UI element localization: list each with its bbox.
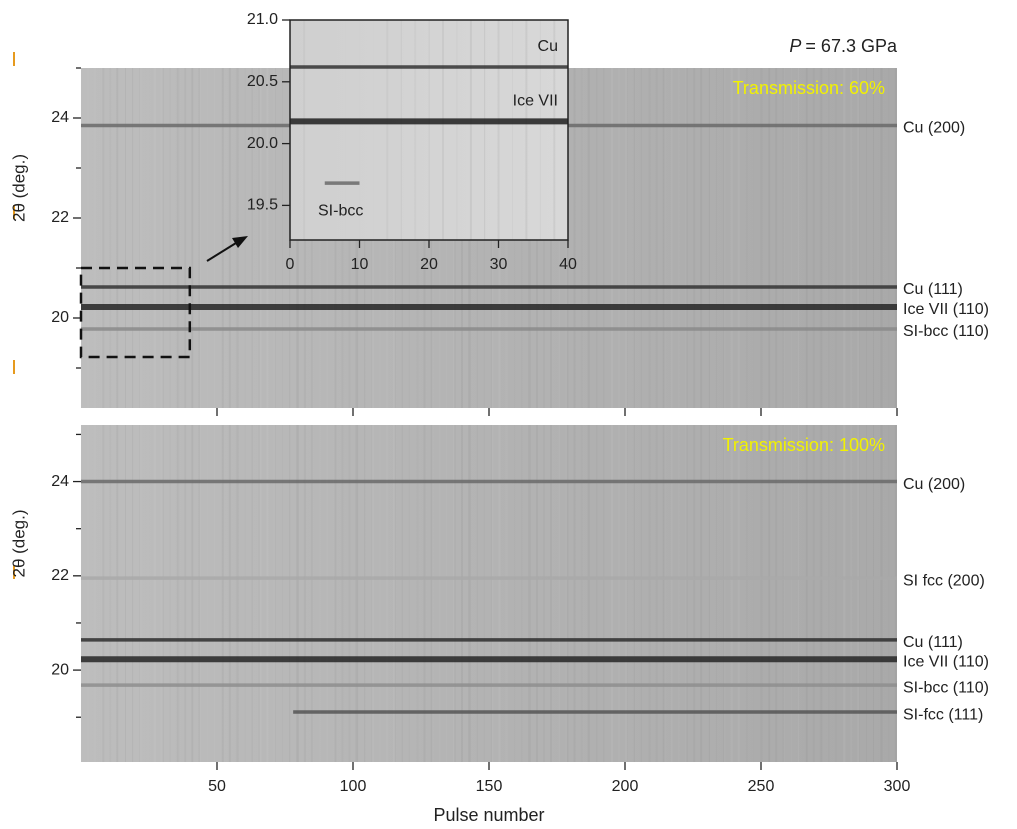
line-label: SI-fcc (111): [903, 706, 983, 723]
line-label: Ice VII (110): [903, 653, 989, 670]
y-tick-label: 20.0: [247, 135, 278, 152]
pressure-value: = 67.3 GPa: [805, 36, 898, 56]
line-label: Cu (111): [903, 634, 963, 651]
line-label: Cu (200): [903, 120, 965, 137]
inset: Cu Ice VII SI-bcc 19.5 20.0 20.5 21.0 0 10 20 30 40: [247, 11, 577, 273]
x-tick-label: 50: [208, 778, 226, 795]
x-tick-label: 10: [351, 256, 369, 273]
x-tick-label: 0: [286, 256, 295, 273]
line-label: Cu: [538, 38, 558, 55]
x-tick-label: 100: [340, 778, 367, 795]
x-tick-label: 20: [420, 256, 438, 273]
y-axis-label: 2θ (deg.): [9, 509, 28, 577]
y-tick-label: 20: [51, 661, 69, 678]
y-tick-label: 20: [51, 309, 69, 326]
zoom-arrow-head: [232, 236, 248, 248]
zoom-box: [79, 266, 192, 359]
y-tick-label: 24: [51, 473, 69, 490]
zoom-arrow: [206, 242, 237, 262]
line-label: Cu (200): [903, 476, 965, 493]
y-tick-label: 24: [51, 109, 69, 126]
line-label: SI-bcc: [318, 202, 363, 219]
pressure-label: P = 67.3 GPa: [789, 36, 898, 56]
annotation: Transmission: 60%: [733, 78, 885, 98]
y-tick-label: 21.0: [247, 11, 278, 28]
line-label: SI-bcc (110): [903, 679, 989, 696]
annotation: Transmission: 100%: [723, 435, 885, 455]
line-label: Ice VII (110): [903, 301, 989, 318]
line-label: SI-bcc (110): [903, 323, 989, 340]
y-tick-label: 22: [51, 567, 69, 584]
pressure-symbol: P: [789, 36, 801, 56]
image-background: [290, 20, 568, 240]
line-label: Ice VII: [513, 93, 558, 110]
line-label: Cu (111): [903, 281, 963, 298]
x-tick-label: 200: [612, 778, 639, 795]
y-tick-label: 19.5: [247, 197, 278, 214]
y-tick-label: 20.5: [247, 73, 278, 90]
y-tick-label: 22: [51, 209, 69, 226]
x-tick-label: 30: [490, 256, 508, 273]
x-axis-label: Pulse number: [433, 805, 544, 825]
x-tick-label: 250: [748, 778, 775, 795]
line-label: SI fcc (200): [903, 572, 985, 589]
y-axis-label: 2θ (deg.): [9, 154, 28, 222]
x-tick-label: 300: [884, 778, 911, 795]
panel: Cu (200) SI fcc (200) Cu (111) Ice VII (110…: [9, 425, 989, 825]
x-tick-label: 150: [476, 778, 503, 795]
x-tick-label: 40: [559, 256, 577, 273]
